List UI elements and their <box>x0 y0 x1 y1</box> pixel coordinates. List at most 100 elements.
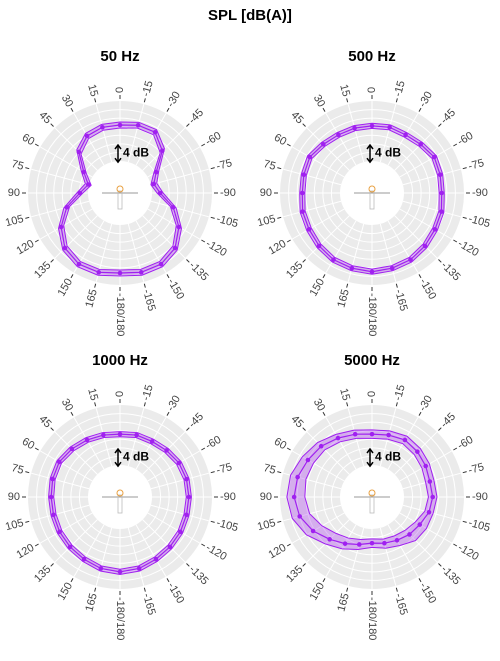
grid-spoke <box>292 146 345 178</box>
theta-tick-label: -165 <box>392 288 409 312</box>
theta-tick-label: 0 <box>366 391 378 397</box>
theta-tick <box>94 402 97 407</box>
point <box>356 542 362 547</box>
point <box>134 432 139 438</box>
theta-tick-label: -135 <box>439 259 463 283</box>
point <box>301 172 307 178</box>
theta-tick-label: 0 <box>114 391 126 397</box>
theta-tick <box>286 239 291 243</box>
theta-tick-label: -60 <box>204 130 224 148</box>
theta-tick <box>143 402 146 407</box>
theta-tick-label: 90 <box>260 491 272 503</box>
point <box>321 142 326 147</box>
point <box>306 227 312 232</box>
grid-spoke <box>73 524 105 577</box>
theta-tick-label: -120 <box>204 542 229 563</box>
point <box>403 132 408 138</box>
theta-tick-label: -15 <box>140 383 156 401</box>
panel-title: 5000 Hz <box>344 352 400 369</box>
point <box>58 224 64 230</box>
grid-spoke <box>54 215 98 259</box>
theta-tick-label: -60 <box>204 434 224 452</box>
theta-tick-label: -15 <box>392 383 408 401</box>
point <box>81 556 87 562</box>
theta-tick-label: -60 <box>456 434 476 452</box>
point <box>335 435 341 441</box>
theta-tick-label: -105 <box>467 213 491 230</box>
band <box>299 122 445 275</box>
grid-spoke <box>399 512 452 544</box>
theta-tick <box>34 543 39 547</box>
theta-tick <box>395 587 398 592</box>
point <box>407 532 412 537</box>
grid-spoke <box>387 113 419 166</box>
theta-tick-label: -105 <box>215 517 239 534</box>
point <box>408 257 413 262</box>
point <box>352 431 358 437</box>
grid-spoke <box>142 431 186 475</box>
speaker-head <box>116 185 124 193</box>
point <box>382 540 387 546</box>
theta-tick-label: 150 <box>56 277 76 299</box>
grid-spoke <box>402 504 461 522</box>
point <box>439 190 445 196</box>
point <box>423 463 428 469</box>
point <box>305 457 311 463</box>
speaker-body <box>369 494 375 514</box>
grid-spoke <box>283 504 342 522</box>
grid-spoke <box>147 450 200 482</box>
panel: 1000 Hz0 -15-30-45-60-75-90-105-120-135-1… <box>4 352 239 640</box>
theta-tick <box>70 578 74 583</box>
point <box>117 431 123 437</box>
theta-tick-label: 120 <box>14 238 36 258</box>
panel: 50 Hz 0 -15 -30-45 -60 -75 -90 -105 -120-135-150… <box>4 48 239 336</box>
theta-tick <box>143 283 146 288</box>
grid-spoke <box>325 524 357 577</box>
grid-spoke <box>387 524 419 577</box>
grid-spoke <box>127 104 145 163</box>
point <box>135 122 141 128</box>
theta-tick <box>346 283 349 288</box>
point <box>51 512 56 518</box>
theta-tick <box>70 274 74 279</box>
theta-tick <box>322 274 326 279</box>
point <box>431 154 437 160</box>
grid-spoke <box>73 113 105 166</box>
theta-tick <box>438 427 442 431</box>
theta-tick-label: 0 <box>366 87 378 93</box>
point <box>439 209 444 214</box>
point <box>152 129 158 135</box>
point <box>369 123 375 129</box>
point <box>402 437 408 443</box>
grid-spoke <box>135 113 167 166</box>
theta-tick-label: -180/180 <box>114 597 126 640</box>
theta-tick <box>346 98 349 103</box>
theta-tick <box>418 411 422 416</box>
grid-spoke <box>31 200 90 218</box>
theta-tick-label: -90 <box>220 491 236 503</box>
point <box>64 204 70 210</box>
theta-tick-label: -90 <box>472 491 488 503</box>
point <box>295 474 300 480</box>
theta-tick <box>395 98 398 103</box>
point <box>96 270 102 275</box>
theta-tick-label: 75 <box>10 462 25 477</box>
point <box>318 443 324 449</box>
grid-spoke <box>150 472 209 490</box>
theta-tick <box>418 578 422 583</box>
point <box>69 446 75 452</box>
theta-tick <box>210 216 215 219</box>
theta-tick-label: 150 <box>308 581 328 603</box>
grid-spoke <box>347 104 365 163</box>
scale-arrow <box>366 143 374 164</box>
theta-tick <box>166 274 170 279</box>
theta-tick <box>70 107 74 112</box>
theta-tick <box>277 520 282 523</box>
theta-tick-label: -105 <box>467 517 491 534</box>
theta-tick <box>453 143 458 147</box>
theta-tick <box>34 447 39 451</box>
point <box>138 270 144 275</box>
theta-tick <box>34 239 39 243</box>
grid-spoke <box>399 146 452 178</box>
point <box>67 544 73 550</box>
